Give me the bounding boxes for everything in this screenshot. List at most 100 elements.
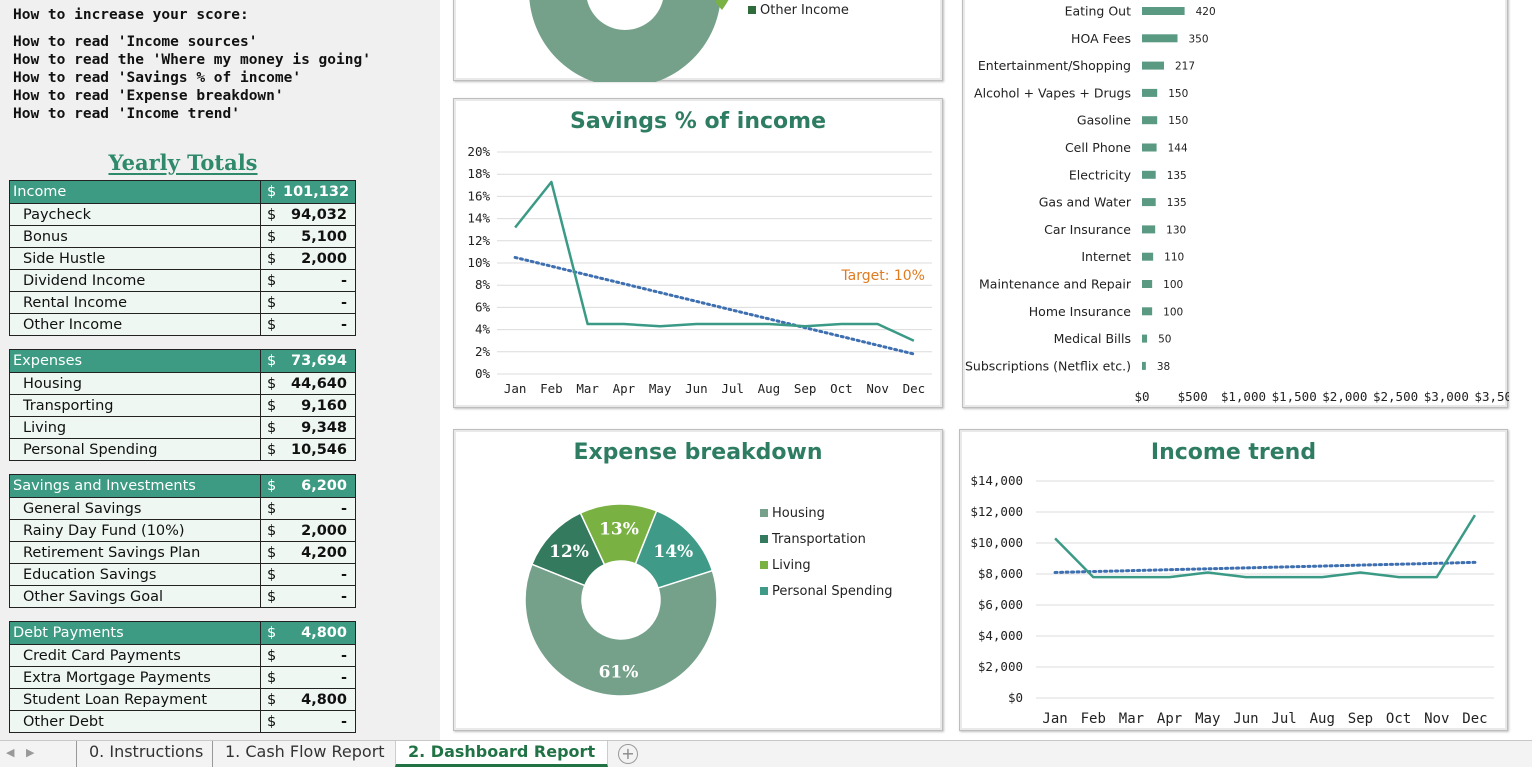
bar-category-label: HOA Fees	[1071, 31, 1131, 46]
cell-divider	[260, 226, 261, 247]
table-header-row[interactable]: Debt Payments $4,800	[10, 622, 355, 644]
table-row[interactable]: Living $9,348	[10, 416, 355, 438]
help-link-savings[interactable]: How to read 'Savings % of income'	[13, 70, 302, 86]
row-value: 73,694	[291, 353, 347, 369]
currency-symbol: $	[267, 294, 277, 311]
help-link-money-going[interactable]: How to read the 'Where my money is going…	[13, 52, 371, 68]
scroll-right-icon[interactable]: ▶	[26, 746, 35, 759]
table-row[interactable]: Side Hustle $2,000	[10, 247, 355, 269]
table-row[interactable]: Paycheck $94,032	[10, 203, 355, 225]
tab-cash-flow-report[interactable]: 1. Cash Flow Report	[212, 741, 397, 767]
help-link-expense[interactable]: How to read 'Expense breakdown'	[13, 88, 284, 104]
income-sources-legend: Other Income	[748, 0, 849, 23]
table-row[interactable]: Other Debt $ -	[10, 710, 355, 732]
bar-value-label: 144	[1168, 143, 1188, 155]
table-row[interactable]: Other Savings Goal $ -	[10, 585, 355, 607]
cell-divider	[260, 564, 261, 585]
income-trend-chart[interactable]: Income trend $0 $2,000 $4,000 $6,000 $8,000 $…	[959, 429, 1508, 731]
row-value: -	[340, 713, 347, 730]
bar[interactable]	[1142, 116, 1158, 125]
savings-chart[interactable]: Savings % of income 0% 2% 4% 6% 8% 10% 12% 14% 1…	[453, 98, 943, 408]
row-value: -	[340, 588, 347, 605]
bar[interactable]	[1142, 7, 1185, 15]
expenses-bar-chart[interactable]: $0 $500 $1,000 $1,500 $2,000 $2,500 $3,000 $3,5…	[962, 0, 1509, 408]
currency-symbol: $	[267, 375, 277, 392]
legend-label: Personal Spending	[772, 583, 893, 599]
table-row[interactable]: Personal Spending $10,546	[10, 438, 355, 460]
bar[interactable]	[1142, 61, 1165, 70]
table-row[interactable]: Housing $44,640	[10, 372, 355, 394]
table-row[interactable]: Extra Mortgage Payments $ -	[10, 666, 355, 688]
add-sheet-icon[interactable]: +	[618, 744, 638, 764]
bar[interactable]	[1142, 198, 1156, 207]
table-header-row[interactable]: Savings and Investments $6,200	[10, 475, 355, 497]
table-row[interactable]: Student Loan Repayment $4,800	[10, 688, 355, 710]
x-tick-label: $500	[1178, 389, 1208, 404]
tab-instructions[interactable]: 0. Instructions	[76, 741, 215, 767]
scroll-left-icon[interactable]: ◀	[6, 746, 15, 759]
row-label: General Savings	[23, 500, 142, 517]
table-header-row[interactable]: Income $101,132	[10, 181, 355, 203]
currency-symbol: $	[267, 397, 277, 414]
cell-divider	[260, 667, 261, 688]
cell-divider	[260, 689, 261, 710]
row-value: 4,800	[301, 625, 347, 641]
help-heading: How to increase your score:	[13, 7, 249, 23]
bar[interactable]	[1142, 307, 1153, 316]
table-row[interactable]: Rental Income $ -	[10, 291, 355, 313]
bar[interactable]	[1142, 334, 1148, 343]
target-annotation: Target: 10%	[840, 268, 925, 284]
donut-data-label: 61%	[599, 662, 639, 682]
row-label: Housing	[23, 375, 82, 392]
bar[interactable]	[1142, 361, 1146, 370]
table-row[interactable]: Bonus $5,100	[10, 225, 355, 247]
bar-value-label: 38	[1157, 361, 1170, 373]
bar-value-label: 420	[1196, 6, 1216, 18]
y-tick-label: 2%	[475, 344, 491, 359]
bar[interactable]	[1142, 225, 1156, 234]
bar-value-label: 350	[1189, 33, 1209, 45]
x-tick-label: Feb	[540, 381, 563, 396]
table-row[interactable]: Dividend Income $ -	[10, 269, 355, 291]
row-label: Savings and Investments	[13, 478, 196, 494]
bar[interactable]	[1142, 34, 1178, 43]
help-link-income-sources[interactable]: How to read 'Income sources'	[13, 34, 258, 50]
row-label: Expenses	[13, 353, 83, 369]
table-row[interactable]: Rainy Day Fund (10%) $2,000	[10, 519, 355, 541]
table-row[interactable]: Retirement Savings Plan $4,200	[10, 541, 355, 563]
donut-data-label: 12%	[549, 542, 589, 562]
y-tick-label: 0%	[475, 366, 491, 381]
cell-divider	[260, 711, 261, 732]
cell-divider	[260, 350, 261, 372]
x-tick-label: Aug	[758, 381, 781, 396]
currency-symbol: $	[267, 419, 277, 436]
row-value: -	[340, 316, 347, 333]
series-line	[514, 180, 915, 342]
bar-category-label: Electricity	[1069, 167, 1132, 182]
bar[interactable]	[1142, 280, 1153, 288]
table-row[interactable]: Transporting $9,160	[10, 394, 355, 416]
table-row[interactable]: Education Savings $ -	[10, 563, 355, 585]
income-sources-chart[interactable]: Other Income	[453, 0, 943, 82]
bar[interactable]	[1142, 143, 1157, 152]
tab-dashboard-report[interactable]: 2. Dashboard Report	[395, 741, 609, 767]
cell-divider	[260, 314, 261, 335]
table-row[interactable]: Credit Card Payments $ -	[10, 644, 355, 666]
currency-symbol: $	[267, 478, 277, 494]
row-label: Bonus	[23, 228, 68, 245]
bar-category-label: Alcohol + Vapes + Drugs	[974, 85, 1131, 100]
expense-breakdown-chart[interactable]: Expense breakdown 12% 13% 14% 61% Housing Tr…	[453, 429, 943, 731]
bar[interactable]	[1142, 252, 1154, 261]
help-link-income-trend[interactable]: How to read 'Income trend'	[13, 106, 240, 122]
table-header-row[interactable]: Expenses $73,694	[10, 350, 355, 372]
row-value: 6,200	[301, 478, 347, 494]
bar-value-label: 130	[1166, 224, 1186, 236]
bar[interactable]	[1142, 88, 1158, 97]
bar[interactable]	[1142, 170, 1156, 179]
bar-category-label: Entertainment/Shopping	[978, 58, 1131, 73]
cell-divider	[260, 622, 261, 644]
y-tick-label: $14,000	[970, 473, 1023, 488]
table-row[interactable]: Other Income $ -	[10, 313, 355, 335]
table-row[interactable]: General Savings $ -	[10, 497, 355, 519]
donut-slice[interactable]	[524, 563, 718, 697]
